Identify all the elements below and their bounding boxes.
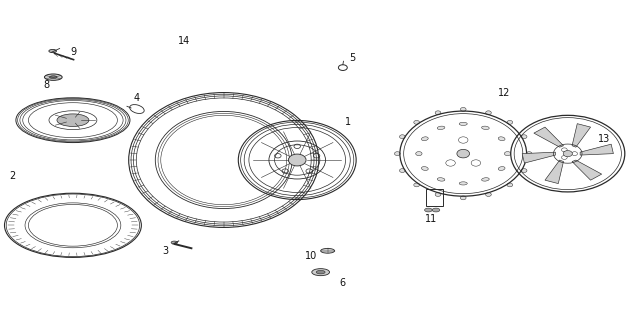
Ellipse shape	[50, 76, 57, 79]
Text: 9: 9	[70, 47, 77, 57]
Ellipse shape	[481, 178, 489, 181]
Ellipse shape	[288, 154, 306, 166]
Ellipse shape	[526, 152, 532, 156]
Ellipse shape	[486, 111, 491, 115]
Text: 3: 3	[163, 246, 168, 256]
Text: 12: 12	[498, 88, 511, 98]
Text: 6: 6	[340, 278, 346, 288]
Ellipse shape	[507, 183, 512, 187]
Text: 11: 11	[425, 214, 438, 224]
Polygon shape	[522, 152, 556, 163]
Ellipse shape	[459, 182, 467, 185]
Ellipse shape	[460, 108, 466, 111]
Ellipse shape	[521, 169, 527, 172]
Ellipse shape	[321, 248, 335, 253]
Ellipse shape	[498, 137, 505, 141]
Ellipse shape	[459, 122, 467, 125]
Ellipse shape	[399, 169, 405, 172]
Ellipse shape	[422, 137, 428, 141]
Ellipse shape	[498, 167, 505, 171]
Ellipse shape	[435, 193, 441, 196]
Ellipse shape	[416, 152, 422, 156]
Ellipse shape	[171, 241, 177, 244]
Ellipse shape	[49, 50, 57, 52]
Ellipse shape	[438, 178, 445, 181]
Ellipse shape	[481, 126, 489, 130]
Text: 8: 8	[43, 80, 50, 90]
Text: 4: 4	[134, 93, 140, 103]
Ellipse shape	[399, 135, 405, 139]
Ellipse shape	[394, 152, 400, 156]
Ellipse shape	[460, 196, 466, 200]
Polygon shape	[572, 160, 602, 180]
Ellipse shape	[312, 269, 330, 276]
Ellipse shape	[438, 126, 445, 130]
Text: 1: 1	[345, 117, 351, 127]
Ellipse shape	[457, 149, 469, 158]
Ellipse shape	[507, 120, 512, 124]
Ellipse shape	[57, 114, 89, 126]
Text: 13: 13	[598, 134, 610, 144]
Bar	[427, 189, 443, 206]
Polygon shape	[572, 124, 591, 147]
Polygon shape	[580, 144, 613, 155]
Ellipse shape	[316, 270, 325, 274]
Ellipse shape	[563, 151, 572, 157]
Circle shape	[432, 208, 440, 212]
Text: 14: 14	[178, 36, 190, 45]
Polygon shape	[545, 160, 563, 184]
Ellipse shape	[486, 193, 491, 196]
Ellipse shape	[414, 183, 420, 187]
Ellipse shape	[44, 74, 62, 80]
Circle shape	[425, 208, 432, 212]
Ellipse shape	[521, 135, 527, 139]
Ellipse shape	[422, 167, 428, 171]
Polygon shape	[534, 127, 563, 147]
Ellipse shape	[435, 111, 441, 115]
Text: 2: 2	[9, 171, 15, 181]
Text: 10: 10	[305, 251, 318, 260]
Ellipse shape	[504, 152, 511, 156]
Text: 5: 5	[349, 53, 356, 63]
Ellipse shape	[414, 120, 420, 124]
